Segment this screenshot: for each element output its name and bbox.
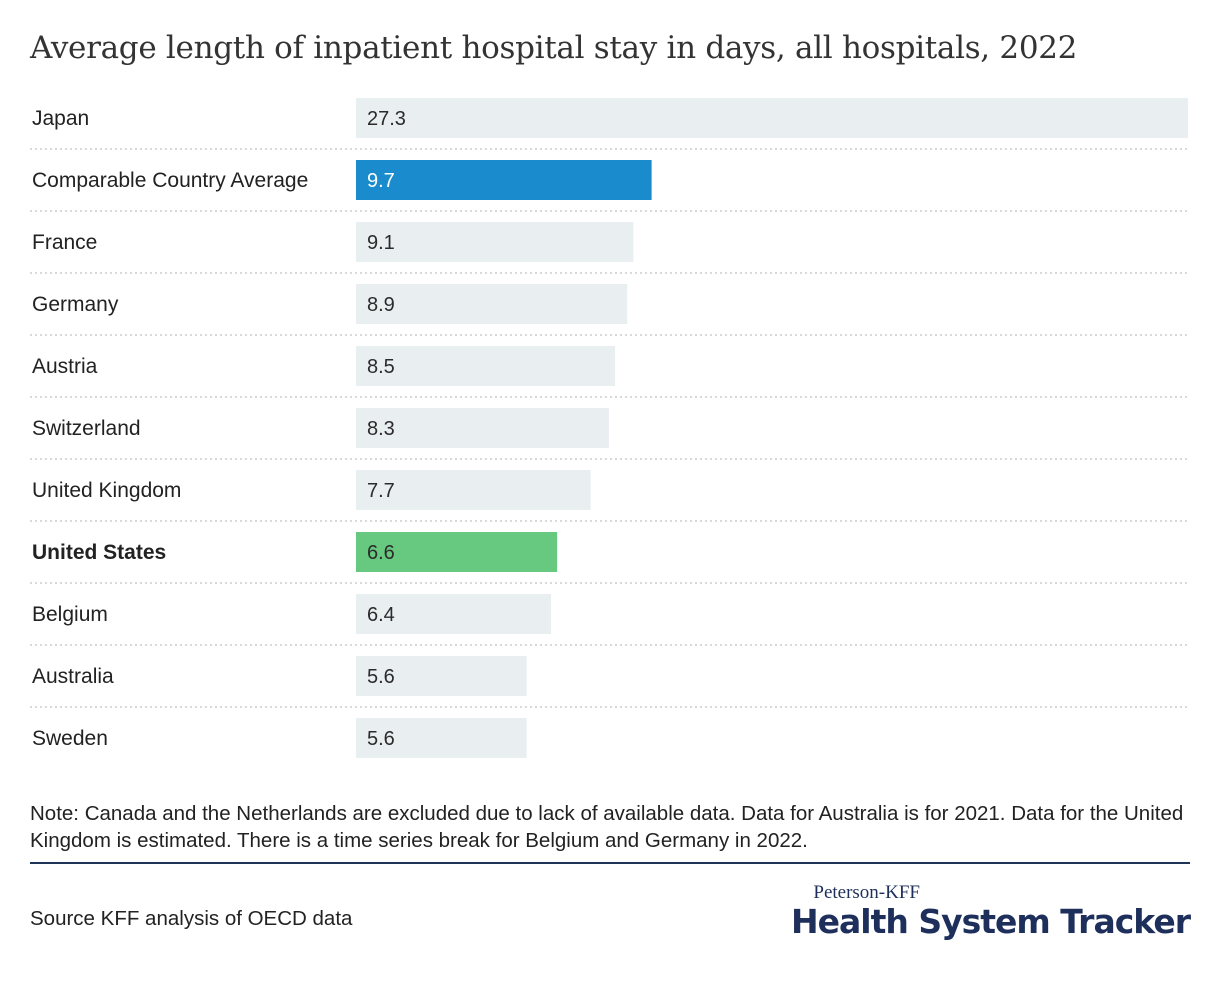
bar-united-kingdom: [356, 470, 591, 510]
bar-australia: [356, 656, 527, 696]
category-label-belgium: Belgium: [32, 603, 108, 626]
category-label-japan: Japan: [32, 107, 89, 130]
category-label-switzerland: Switzerland: [32, 417, 141, 440]
bar-france: [356, 222, 634, 262]
value-label-australia: 5.6: [367, 666, 395, 688]
bar-chart: Japan 27.3 Comparable Country Average 9.7 Fr…: [30, 98, 1188, 758]
value-label-united-kingdom: 7.7: [367, 480, 395, 502]
category-label-austria: Austria: [32, 355, 98, 378]
value-label-sweden: 5.6: [367, 728, 395, 750]
value-label-united-states: 6.6: [367, 542, 395, 564]
value-label-austria: 8.5: [367, 356, 395, 378]
value-label-japan: 27.3: [367, 108, 406, 130]
category-label-australia: Australia: [32, 665, 114, 688]
category-label-germany: Germany: [32, 293, 119, 316]
bar-comparable-country-average: [356, 160, 652, 200]
value-label-switzerland: 8.3: [367, 418, 395, 440]
value-label-comparable-country-average: 9.7: [367, 170, 395, 192]
category-label-comparable-country-average: Comparable Country Average: [32, 169, 308, 192]
category-label-united-states: United States: [32, 541, 166, 564]
bar-sweden: [356, 718, 527, 758]
value-label-france: 9.1: [367, 232, 395, 254]
bar-switzerland: [356, 408, 609, 448]
chart-note: Note: Canada and the Netherlands are exc…: [30, 802, 1184, 852]
bar-germany: [356, 284, 628, 324]
category-label-sweden: Sweden: [32, 727, 108, 750]
brand-logo-text: Health System Tracker: [791, 902, 1191, 941]
category-label-france: France: [32, 231, 97, 254]
divider-line: [30, 862, 1190, 864]
brand-subtitle: Peterson-KFF: [813, 882, 920, 903]
bar-belgium: [356, 594, 552, 634]
bar-austria: [356, 346, 616, 386]
bar-united-states: [356, 532, 558, 572]
chart-title: Average length of inpatient hospital sta…: [30, 30, 1078, 66]
bar-japan: [356, 98, 1188, 138]
value-label-germany: 8.9: [367, 294, 395, 316]
value-label-belgium: 6.4: [367, 604, 395, 626]
category-label-united-kingdom: United Kingdom: [32, 479, 181, 502]
source-text: Source KFF analysis of OECD data: [30, 907, 353, 930]
